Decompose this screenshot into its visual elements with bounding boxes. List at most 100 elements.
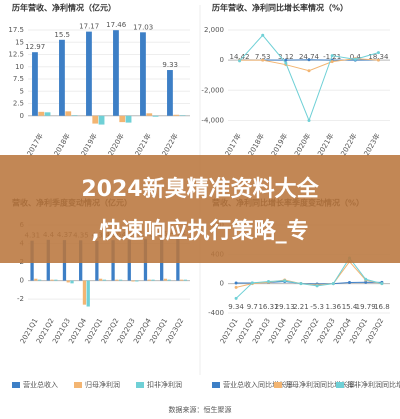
y-tick-label: -2,000: [201, 86, 224, 94]
banner-line: ,快速响应执行策略_专: [91, 218, 308, 244]
value-label: 15.4: [342, 303, 358, 311]
source: 数据来源：恒生聚源: [169, 405, 232, 414]
legend-label: 扣非净利润同比增长率: [347, 380, 400, 389]
point: [364, 280, 368, 284]
legend-swatch: [74, 382, 82, 388]
chart-title: 历年营收、净利同比增长率情况（%）: [212, 3, 348, 13]
point: [376, 51, 380, 55]
bar: [86, 31, 92, 116]
point: [234, 281, 238, 285]
bar: [66, 280, 70, 283]
value-label: 17.03: [133, 23, 153, 31]
bar: [65, 111, 72, 116]
bar: [54, 279, 58, 281]
banner-bg: [0, 155, 400, 263]
bar: [113, 30, 119, 116]
value-label: 19.79: [356, 303, 376, 311]
point: [353, 57, 357, 61]
bar: [44, 112, 51, 116]
point: [315, 284, 319, 288]
y-tick-label: 0: [220, 56, 224, 64]
y-tick-label: 10: [15, 63, 24, 71]
value-label: 14.42: [230, 53, 250, 61]
legend-label: 营业总收入同比增长率: [223, 380, 293, 389]
y-tick-label: 15: [15, 38, 24, 46]
value-label: 29.13: [275, 303, 295, 311]
y-tick-label: -400: [208, 309, 224, 317]
value-label: 9.7: [247, 303, 258, 311]
point: [267, 279, 270, 283]
value-label: 16.31: [258, 303, 278, 311]
value-label: 2.21: [293, 303, 309, 311]
y-tick-label: -4,000: [201, 116, 224, 124]
y-tick-label: 7.5: [13, 75, 24, 83]
bar: [119, 115, 126, 123]
bar: [163, 278, 168, 281]
bar: [152, 115, 159, 117]
legend-swatch: [136, 382, 144, 388]
point: [234, 296, 238, 300]
bar: [99, 278, 103, 281]
value-label: 15.5: [54, 31, 70, 39]
bar: [102, 279, 107, 281]
point: [250, 281, 254, 285]
value-label: 9.34: [228, 303, 244, 311]
bar: [151, 279, 155, 281]
legend-label: 营业总收入: [23, 380, 58, 389]
bar: [98, 115, 105, 125]
line: [235, 257, 383, 299]
point: [299, 282, 303, 286]
legend-label: 归母净利润同比增长率: [285, 380, 355, 389]
point: [376, 58, 380, 62]
point: [330, 54, 334, 58]
legend-swatch: [12, 382, 20, 388]
bar: [70, 280, 74, 284]
value-label: 16.8: [374, 303, 390, 311]
bar: [37, 279, 42, 281]
value-label: 17.17: [79, 23, 99, 31]
banner-line: 2024新臭精准资料大全: [81, 176, 319, 202]
point: [284, 61, 288, 65]
bar: [167, 279, 171, 281]
legend-label: 归母净利润: [85, 380, 120, 389]
bar: [38, 111, 45, 116]
y-tick-label: 5: [20, 87, 24, 95]
bar: [32, 52, 38, 116]
y-tick-label: 12.5: [8, 51, 24, 59]
y-tick-label: 2,000: [204, 26, 224, 34]
bar: [131, 280, 135, 282]
y-tick-label: -2: [17, 295, 24, 303]
point: [234, 285, 238, 289]
bar: [147, 279, 151, 281]
bar: [135, 280, 139, 282]
point: [307, 58, 311, 62]
point: [331, 282, 335, 286]
point: [380, 282, 384, 286]
point: [364, 277, 368, 281]
legend-swatch: [212, 382, 220, 388]
y-tick-label: 17.5: [8, 26, 24, 34]
value-label: 18.34: [368, 53, 389, 61]
legend-label: 扣非净利润: [147, 380, 182, 389]
bar: [59, 39, 65, 116]
y-tick-label: 0: [220, 280, 224, 288]
bar: [146, 113, 153, 116]
value-label: 7.53: [255, 53, 271, 61]
point: [238, 59, 242, 63]
bar: [140, 32, 146, 116]
legend-swatch: [274, 382, 282, 388]
y-tick-label: 0: [20, 277, 24, 285]
point: [284, 58, 288, 62]
bar: [50, 279, 54, 281]
value-label: 17.46: [106, 21, 127, 29]
value-label: 0.4: [350, 53, 362, 61]
bar: [167, 70, 173, 116]
bar: [180, 279, 184, 281]
chart-title: 历年营收、净利情况（亿元）: [12, 3, 116, 13]
bar: [118, 279, 123, 281]
bar: [82, 280, 87, 305]
y-tick-label: 0: [20, 112, 24, 120]
value-label: 24.74: [299, 53, 320, 61]
value-label: 3.12: [278, 53, 294, 61]
point: [307, 69, 311, 73]
